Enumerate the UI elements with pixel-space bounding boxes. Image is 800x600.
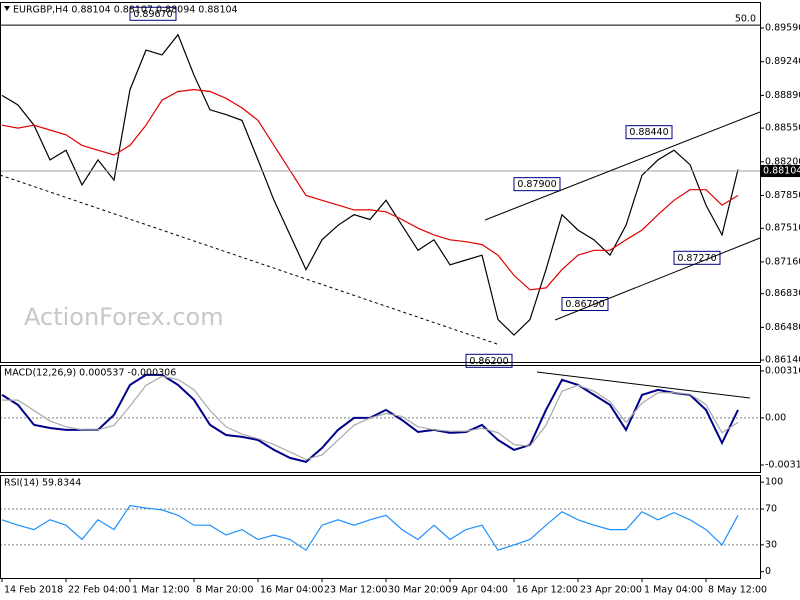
- x-tick-label: 8 May 12:00: [708, 585, 767, 596]
- panel-title: RSI(14) 59.8344: [4, 478, 81, 489]
- channel-lower: [554, 237, 761, 321]
- rsi-panel-frame: [0, 475, 761, 579]
- x-tick-label: 16 Mar 04:00: [260, 585, 323, 596]
- annotation-label: 0.86200: [469, 356, 508, 367]
- annotation-box: [561, 297, 609, 312]
- annotation-box: [513, 177, 561, 192]
- series-line: [1, 88, 739, 291]
- x-tick-label: 9 Apr 04:00: [452, 585, 508, 596]
- y-tick-label: -0.003177: [765, 459, 800, 470]
- y-tick-label: 0: [765, 566, 771, 577]
- series-line: [1, 504, 739, 552]
- y-tick-label: 0.003169: [765, 365, 800, 376]
- y-tick-label: 0.86140: [765, 355, 800, 366]
- current-price-label: 0.88104: [763, 166, 800, 177]
- x-tick-label: 23 Mar 12:00: [324, 585, 387, 596]
- annotation-label: 0.87900: [517, 179, 556, 190]
- y-tick-label: 30: [765, 539, 777, 550]
- current-price-box: [760, 165, 800, 178]
- series-line: [2, 375, 739, 461]
- series-line: [1, 33, 739, 336]
- annotation-box: [129, 6, 177, 21]
- trend-line: [0, 174, 501, 346]
- annotation-label: 0.89670: [133, 9, 172, 20]
- y-tick-label: 100: [765, 477, 783, 488]
- panel-title: EURGBP,H4 0.88104 0.88107 0.88094 0.8810…: [13, 5, 238, 16]
- x-tick-label: 1 Mar 12:00: [132, 585, 189, 596]
- annotation-box: [465, 353, 513, 368]
- x-tick-label: 22 Feb 04:00: [68, 585, 130, 596]
- x-tick-label: 16 Apr 12:00: [516, 585, 578, 596]
- y-tick-label: 0.00: [765, 412, 786, 423]
- x-tick-label: 14 Feb 2018: [4, 585, 63, 596]
- y-tick-label: 70: [765, 504, 777, 515]
- x-tick-label: 8 Mar 20:00: [196, 585, 253, 596]
- channel-upper: [484, 111, 761, 221]
- annotation-box: [625, 125, 673, 140]
- macd-panel-frame: [0, 365, 761, 473]
- x-tick-label: 1 May 04:00: [644, 585, 703, 596]
- fib-label: 50.0: [735, 14, 756, 25]
- annotation-label: 0.87270: [677, 253, 716, 264]
- annotation-label: 0.86790: [565, 299, 604, 310]
- panel-title: MACD(12,26,9) 0.000537 -0.000306: [4, 368, 176, 379]
- macd-trend-line: [536, 371, 751, 399]
- price-panel-frame: [0, 2, 761, 363]
- annotation-label: 0.88440: [629, 127, 668, 138]
- x-tick-label: 30 Mar 20:00: [388, 585, 451, 596]
- x-tick-label: 23 Apr 20:00: [580, 585, 642, 596]
- symbol-icon: [4, 6, 10, 11]
- annotation-box: [673, 250, 721, 265]
- watermark: ActionForex.com: [24, 303, 224, 331]
